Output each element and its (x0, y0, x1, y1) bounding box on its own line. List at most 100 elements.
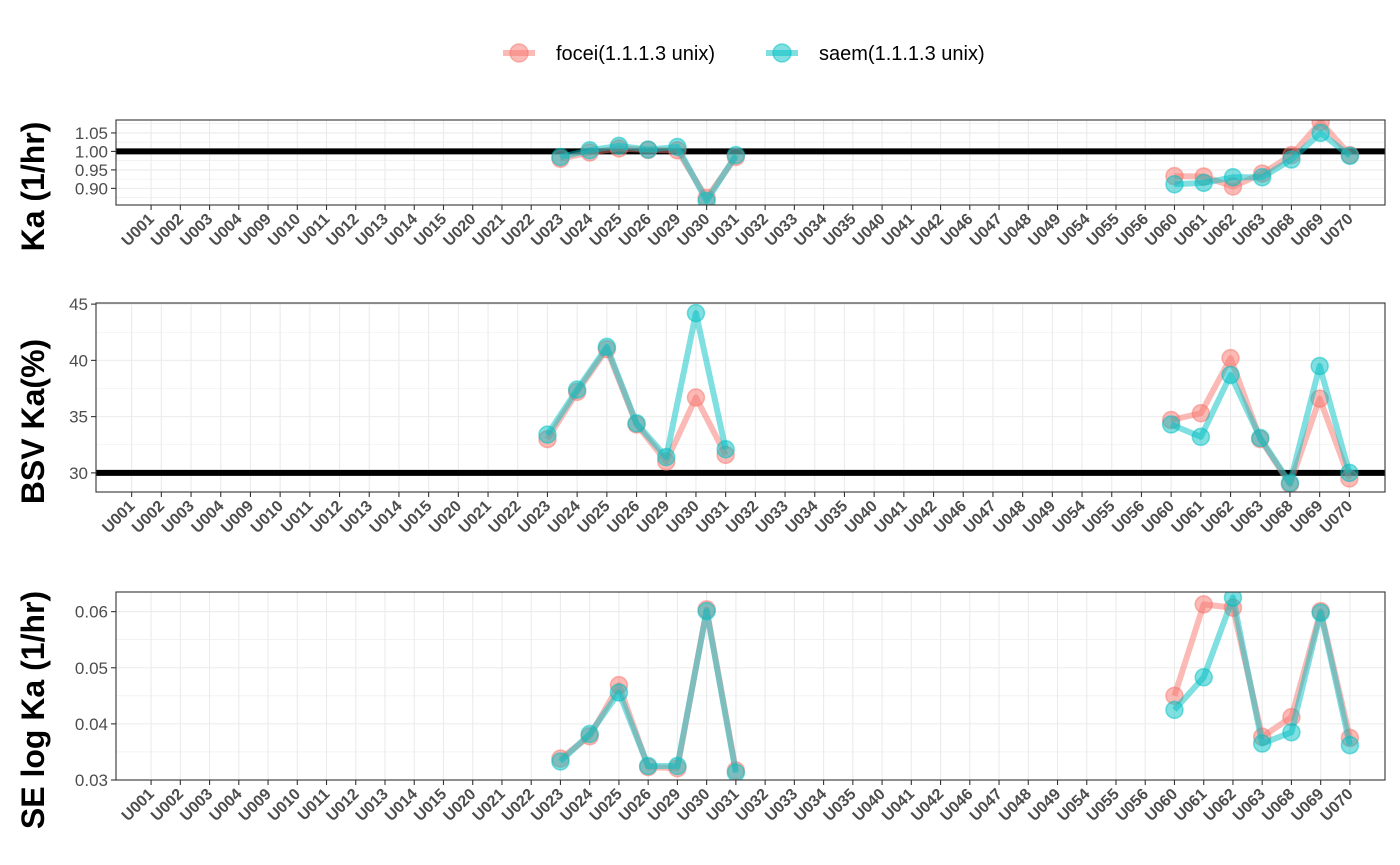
data-layer (551, 120, 1360, 205)
x-tick-label: U001 (119, 786, 158, 825)
data-point (1221, 365, 1240, 385)
x-tick-label: U055 (1084, 786, 1123, 825)
x-tick-label: U046 (931, 498, 970, 537)
x-tick-label: U062 (1198, 498, 1237, 537)
data-point (609, 136, 629, 156)
x-tick-label: U025 (575, 498, 614, 537)
y-tick-label: 45 (69, 295, 88, 314)
x-tick-label: U033 (753, 498, 792, 537)
data-point (1223, 592, 1243, 607)
x-tick-label: U012 (307, 498, 346, 537)
y-tick-label: 0.90 (75, 179, 108, 198)
x-tick-label: U029 (645, 211, 684, 250)
legend-item-saem: saem(1.1.1.3 unix) (766, 43, 985, 65)
data-point (567, 380, 587, 399)
data-point (1165, 700, 1184, 720)
data-point (697, 191, 716, 205)
y-tick-label: 30 (69, 464, 88, 483)
data-point (726, 763, 746, 780)
data-point (551, 147, 570, 167)
x-tick-label: U020 (426, 498, 465, 537)
x-tick-label: U031 (704, 211, 743, 250)
y-tick-label: 40 (69, 351, 88, 370)
data-point (1340, 146, 1360, 166)
x-tick-label: U046 (938, 211, 977, 250)
x-tick-label: U015 (396, 498, 435, 537)
x-tick-label: U056 (1113, 786, 1152, 825)
data-point (1282, 150, 1301, 169)
x-tick-label: U030 (674, 786, 713, 825)
x-tick-label: U013 (353, 211, 392, 250)
y-tick-label: 0.05 (75, 659, 108, 678)
x-tick-label: U004 (189, 498, 228, 537)
y-tick-label: 0.04 (75, 715, 108, 734)
x-tick-label: U014 (382, 786, 421, 825)
x-tick-label: U033 (762, 786, 801, 825)
x-axis: U001U002U003U004U009U010U011U012U013U014… (119, 780, 1357, 825)
x-tick-label: U034 (783, 498, 822, 537)
y-axis-title: BSV Ka(%) (15, 339, 51, 504)
data-point (1161, 415, 1181, 434)
data-point (1194, 668, 1213, 687)
x-tick-label: U063 (1228, 498, 1267, 537)
x-tick-label: U056 (1109, 498, 1148, 537)
x-tick-label: U011 (278, 498, 317, 537)
panel-border (95, 302, 1386, 493)
x-tick-label: U047 (967, 786, 1006, 825)
panel-ka: 0.900.951.001.05U001U002U003U004U009U010… (15, 119, 1386, 251)
x-tick-label: U026 (616, 786, 655, 825)
x-tick-label: U012 (324, 211, 363, 250)
y-axis: 0.900.951.001.05 (75, 124, 116, 198)
y-tick-label: 35 (69, 408, 88, 427)
x-tick-label: U042 (901, 498, 940, 537)
legend-item-focei: focei(1.1.1.3 unix) (503, 43, 715, 65)
x-tick-label: U062 (1201, 211, 1240, 250)
x-tick-label: U030 (664, 498, 703, 537)
x-tick-label: U014 (382, 211, 421, 250)
panel-border (115, 119, 1386, 206)
x-tick-label: U041 (872, 498, 911, 537)
y-tick-label: 1.00 (75, 142, 108, 161)
x-tick-label: U002 (129, 498, 168, 537)
x-tick-label: U009 (236, 211, 275, 250)
x-tick-label: U001 (99, 498, 138, 537)
x-tick-label: U015 (411, 211, 450, 250)
y-axis: 30 35 40 45 (69, 295, 96, 483)
grid (116, 120, 1385, 205)
x-tick-label: U049 (1020, 498, 1059, 537)
x-tick-label: U047 (967, 211, 1006, 250)
x-tick-label: U049 (1025, 786, 1064, 825)
grid (116, 592, 1385, 781)
data-point (1252, 734, 1272, 753)
x-tick-label: U034 (791, 786, 830, 825)
data-point (609, 683, 629, 702)
x-tick-label: U021 (470, 786, 509, 825)
panel-border (115, 591, 1386, 781)
x-tick-label: U032 (723, 498, 762, 537)
x-tick-label: U056 (1113, 211, 1152, 250)
x-tick-label: U063 (1230, 786, 1269, 825)
x-tick-label: U068 (1259, 786, 1298, 825)
data-point (1340, 463, 1359, 483)
x-tick-label: U012 (324, 786, 363, 825)
x-axis: U001U002U003U004U009U010U011U012U013U014… (119, 205, 1357, 250)
x-tick-label: U023 (528, 211, 567, 250)
x-tick-label: U004 (207, 211, 246, 250)
x-tick-label: U060 (1142, 211, 1181, 250)
x-tick-label: U042 (908, 211, 947, 250)
data-point (668, 756, 687, 776)
data-point (551, 752, 570, 771)
x-tick-label: U040 (850, 786, 889, 825)
x-tick-label: U068 (1258, 498, 1297, 537)
x-tick-label: U011 (295, 786, 334, 825)
data-point (686, 388, 706, 407)
data-point (686, 303, 706, 323)
legend-label-saem: saem(1.1.1.3 unix) (819, 43, 985, 65)
legend: focei(1.1.1.3 unix) saem(1.1.1.3 unix) (503, 43, 985, 65)
data-point (638, 756, 658, 776)
data-point (1194, 595, 1213, 614)
x-tick-label: U054 (1055, 786, 1094, 825)
y-axis: 0.03 0.04 0.05 0.06 (75, 603, 116, 790)
data-point (1194, 173, 1213, 193)
